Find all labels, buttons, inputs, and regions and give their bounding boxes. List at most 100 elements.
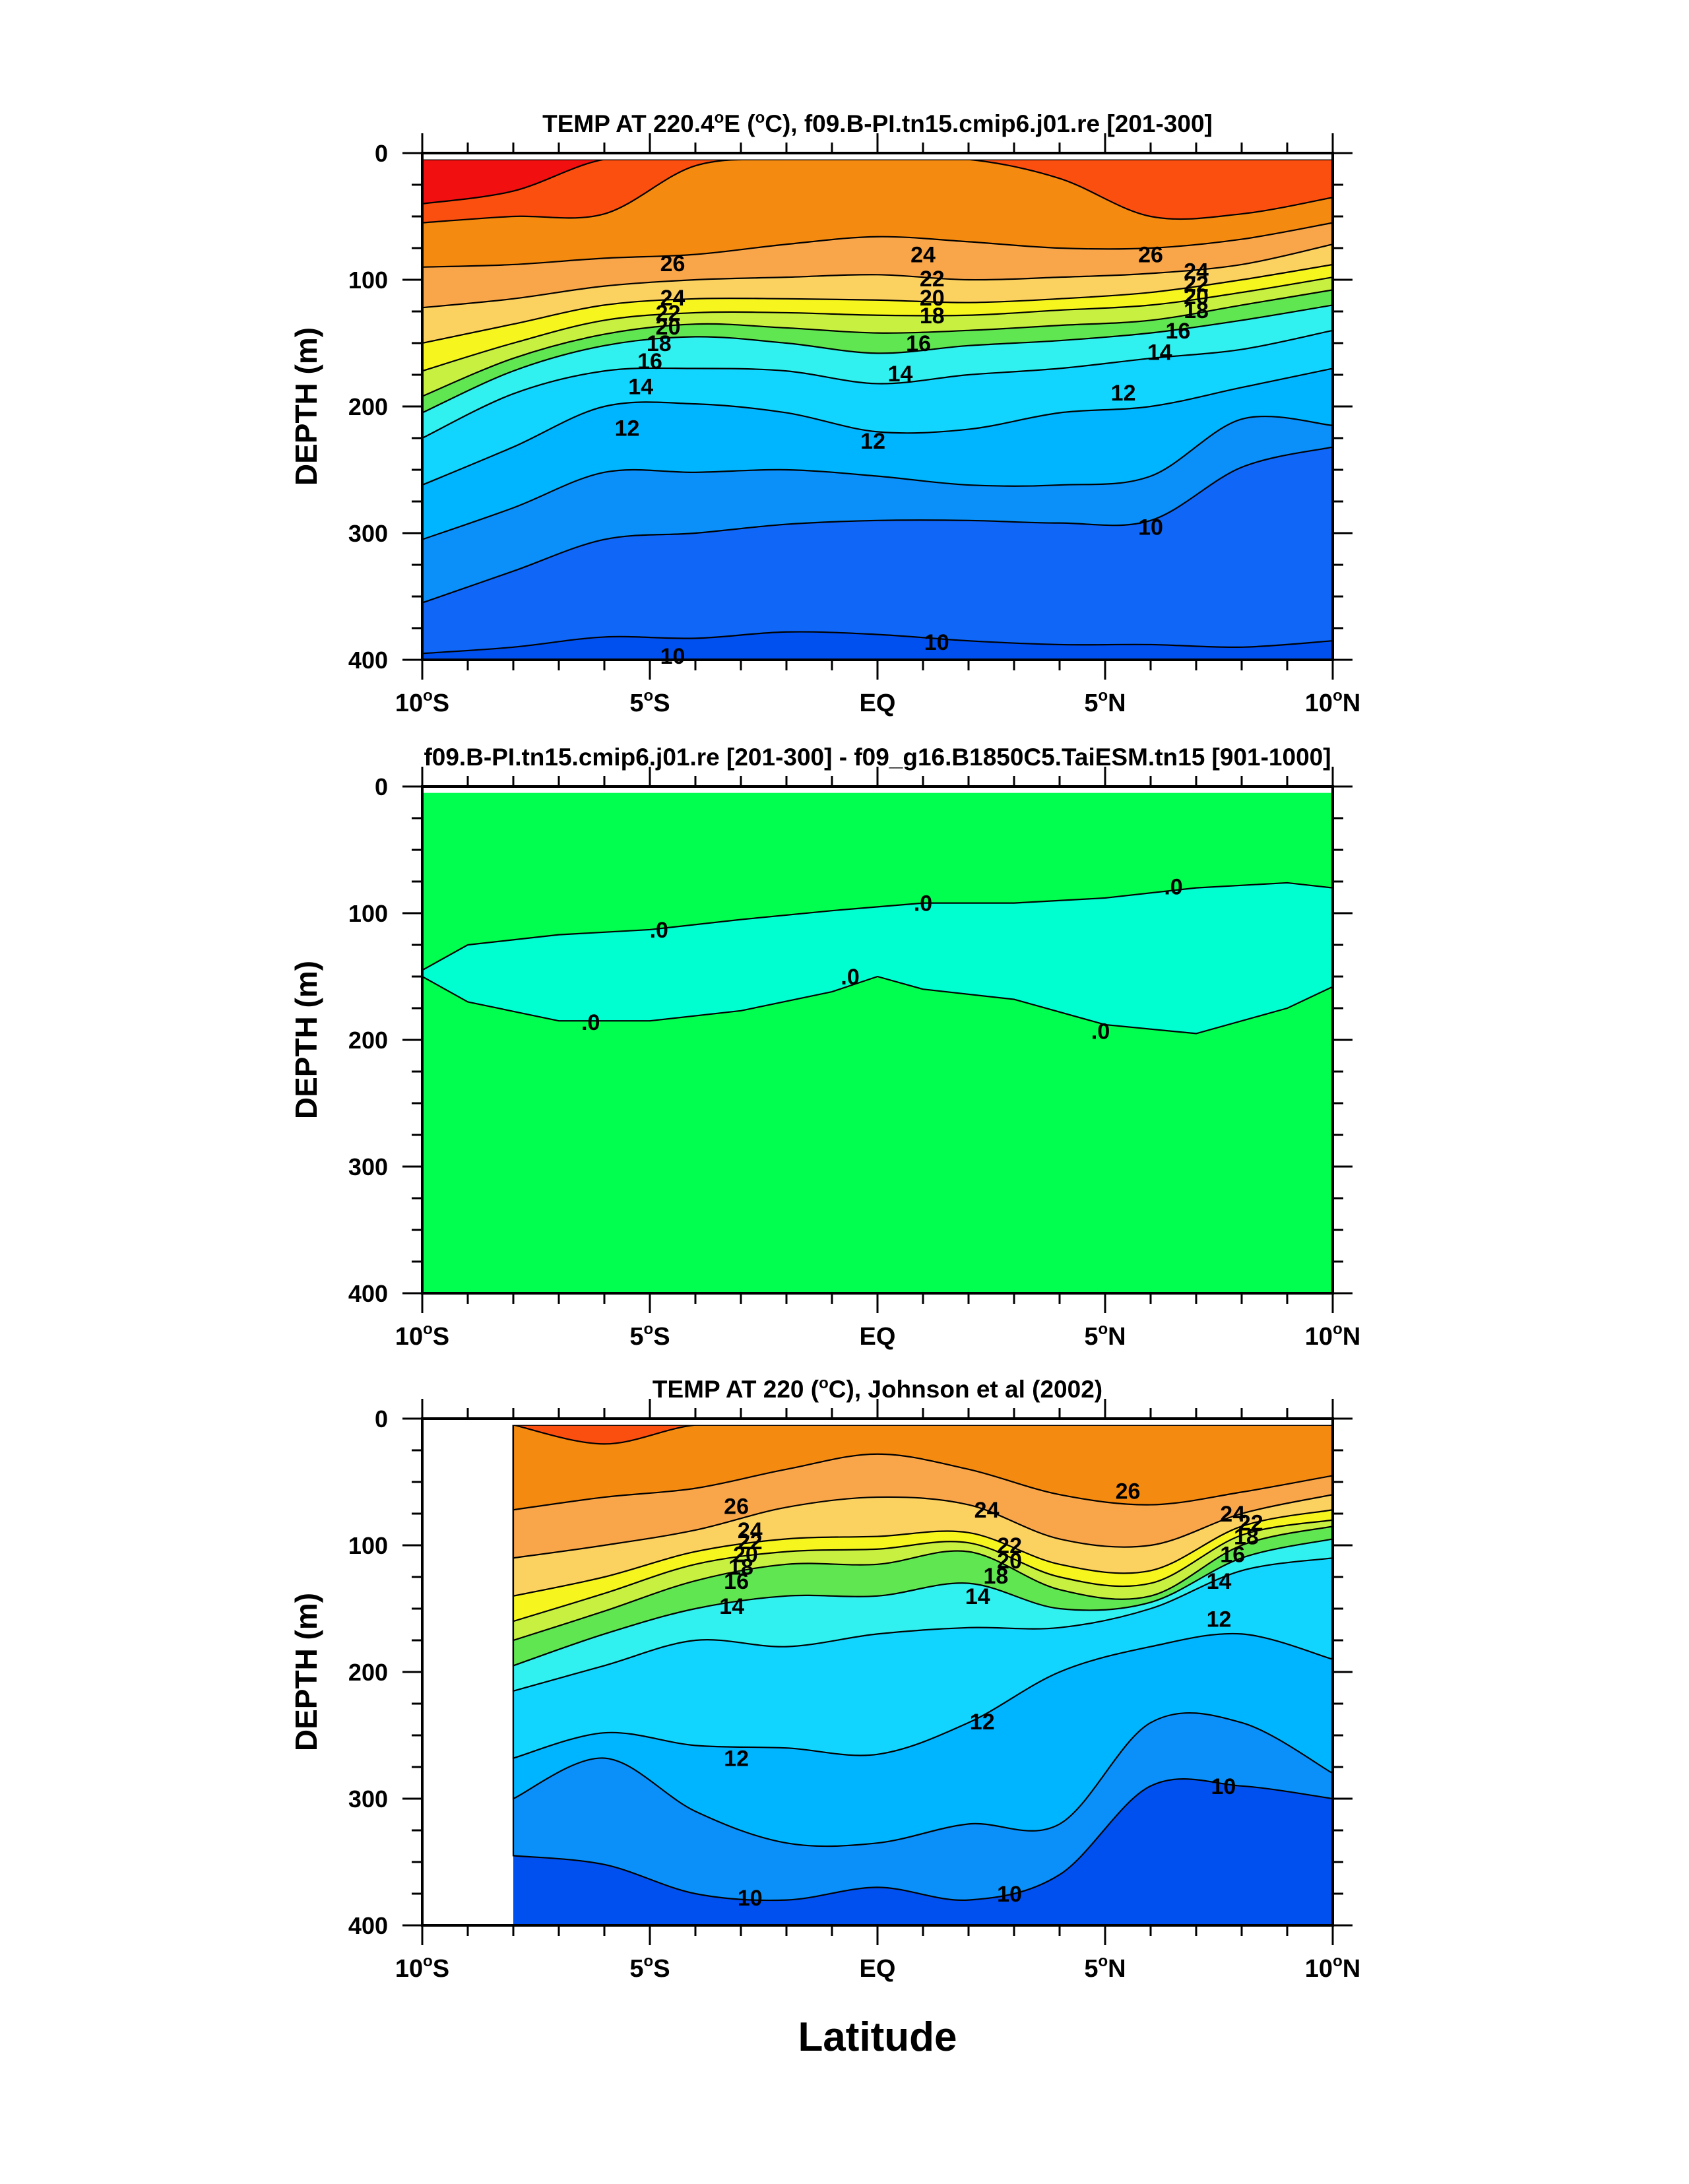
y-tick-label: 400	[348, 647, 388, 674]
panel-title: TEMP AT 220 (oC), Johnson et al (2002)	[653, 1374, 1102, 1403]
contour-label: 22	[920, 267, 945, 292]
contour-label: 16	[1165, 319, 1190, 344]
x-tick-label: 5oS	[629, 1320, 670, 1351]
contour-label: 22	[1238, 1510, 1263, 1535]
y-tick-label: 0	[375, 140, 388, 167]
x-tick-label: 10oS	[395, 687, 449, 717]
contour-label: 20	[997, 1549, 1022, 1574]
x-tick-label: 10oN	[1305, 1320, 1360, 1351]
y-tick-label: 300	[348, 1785, 388, 1813]
x-tick-label: EQ	[860, 1955, 896, 1983]
contour-label: .0	[914, 891, 932, 916]
x-tick-label: 10oN	[1305, 687, 1360, 717]
contour-label: 10	[1138, 515, 1163, 540]
y-axis-title: DEPTH (m)	[289, 961, 323, 1119]
contour-label: 18	[920, 304, 945, 329]
panel-title: TEMP AT 220.4oE (oC), f09.B-PI.tn15.cmip…	[542, 109, 1213, 137]
y-tick-label: 400	[348, 1280, 388, 1307]
x-tick-label: 5oN	[1084, 687, 1126, 717]
y-tick-label: 300	[348, 1153, 388, 1180]
contour-label: 14	[719, 1594, 744, 1619]
contour-label: 14	[965, 1584, 990, 1609]
contour-label: 26	[660, 251, 685, 276]
contour-label: 12	[970, 1710, 995, 1735]
contour-label: 16	[906, 331, 931, 356]
plot-area	[422, 153, 1333, 660]
contour-label: 20	[656, 315, 681, 340]
x-axis-title: Latitude	[798, 2014, 957, 2060]
y-axis-title: DEPTH (m)	[289, 327, 323, 486]
contour-label: 12	[724, 1747, 749, 1772]
contour-label: .0	[1091, 1019, 1110, 1044]
contour-label: .0	[841, 965, 859, 990]
contour-label: 10	[1211, 1774, 1236, 1799]
contour-label: 26	[724, 1494, 749, 1519]
contour-label: 24	[738, 1518, 763, 1543]
y-tick-label: 100	[348, 1532, 388, 1559]
chart-panel-1: 2624222018161412242220181614122624222018…	[289, 109, 1360, 717]
contour-label: 24	[660, 286, 685, 311]
contour-label: .0	[650, 918, 668, 943]
contour-label: 24	[1220, 1502, 1245, 1527]
contour-label: 18	[983, 1564, 1008, 1589]
contour-label: 22	[738, 1529, 763, 1555]
contour-label: .0	[581, 1010, 600, 1035]
contour-label: 20	[733, 1542, 758, 1567]
y-tick-label: 0	[375, 773, 388, 800]
x-tick-label: 5oS	[629, 687, 670, 717]
y-tick-label: 200	[348, 1659, 388, 1686]
contour-label: 24	[974, 1498, 1000, 1523]
y-tick-label: 300	[348, 520, 388, 547]
contour-label: 16	[637, 349, 662, 374]
y-axis-title: DEPTH (m)	[289, 1593, 323, 1751]
contour-band-10	[512, 1424, 1333, 1511]
contour-label: 18	[1184, 298, 1209, 323]
zero-contour-band	[422, 882, 1333, 1035]
contour-label: .0	[1164, 875, 1182, 900]
x-tick-label: 10oS	[395, 1952, 449, 1983]
plot-area	[422, 1419, 1333, 1925]
contour-label: 18	[728, 1555, 753, 1580]
contour-label: 10	[997, 1882, 1022, 1907]
contour-label: 18	[647, 331, 672, 356]
contour-label: 22	[997, 1533, 1022, 1558]
y-tick-label: 0	[375, 1405, 388, 1432]
contour-label: 24	[910, 243, 936, 268]
y-tick-label: 100	[348, 900, 388, 927]
contour-label: 20	[1184, 284, 1209, 309]
contour-label: 16	[1220, 1542, 1245, 1567]
chart-panel-2: .0 .0 .0 .0 .0 .0 0 100 200 300 400 10oS 5oS EQ 5oN 10o…	[289, 744, 1360, 1351]
contour-label: 10	[738, 1886, 763, 1911]
x-tick-label: 5oN	[1084, 1320, 1126, 1351]
contour-label: 18	[1234, 1525, 1259, 1550]
x-tick-label: 10oS	[395, 1320, 449, 1351]
contour-label: 12	[860, 429, 885, 454]
plot-area	[422, 787, 1333, 1293]
x-tick-label: 5oS	[629, 1952, 670, 1983]
y-tick-label: 100	[348, 267, 388, 294]
chart-panel-3: 26 24262422201816142220181412122422181614…	[289, 1374, 1360, 1983]
contour-label: 22	[656, 301, 681, 326]
x-tick-label: 10oN	[1305, 1952, 1360, 1983]
contour-label: 22	[1184, 272, 1209, 297]
contour-label: 26	[1138, 243, 1163, 268]
contour-label: 12	[1207, 1607, 1232, 1632]
contour-label: 12	[615, 416, 640, 441]
x-tick-label: 5oN	[1084, 1952, 1126, 1983]
contour-label: 14	[628, 374, 653, 399]
contour-label: 14	[888, 362, 913, 387]
x-tick-label: EQ	[860, 690, 896, 717]
x-tick-label: EQ	[860, 1323, 896, 1351]
contour-label: 24	[1184, 259, 1209, 284]
difference-field	[422, 792, 1333, 1293]
y-tick-label: 200	[348, 1027, 388, 1054]
y-tick-label: 400	[348, 1912, 388, 1939]
contour-label: 14	[1147, 340, 1172, 365]
panel-title: f09.B-PI.tn15.cmip6.j01.re [201-300] - f…	[424, 744, 1331, 771]
contour-label: 16	[724, 1569, 749, 1594]
contour-label: 12	[1111, 381, 1136, 406]
contour-label: 14	[1207, 1569, 1232, 1594]
contour-label: 20	[920, 286, 945, 311]
contour-label: 26	[1116, 1479, 1141, 1504]
